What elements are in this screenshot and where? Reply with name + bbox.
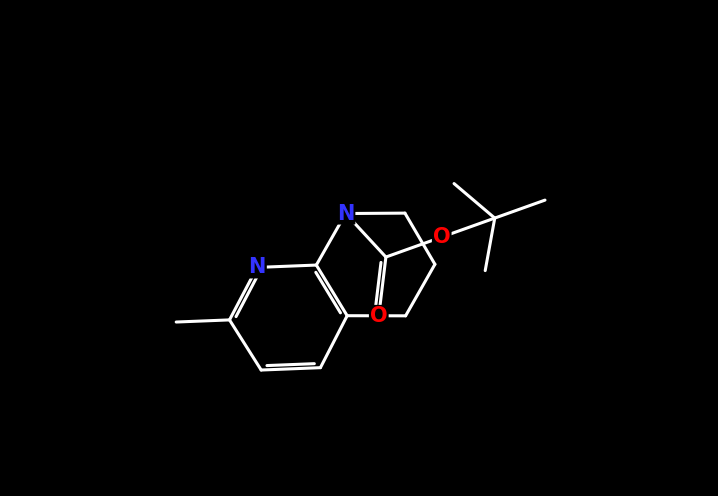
Text: O: O [433, 227, 450, 247]
Text: N: N [337, 203, 354, 224]
Text: N: N [248, 257, 266, 277]
Text: O: O [370, 306, 388, 326]
